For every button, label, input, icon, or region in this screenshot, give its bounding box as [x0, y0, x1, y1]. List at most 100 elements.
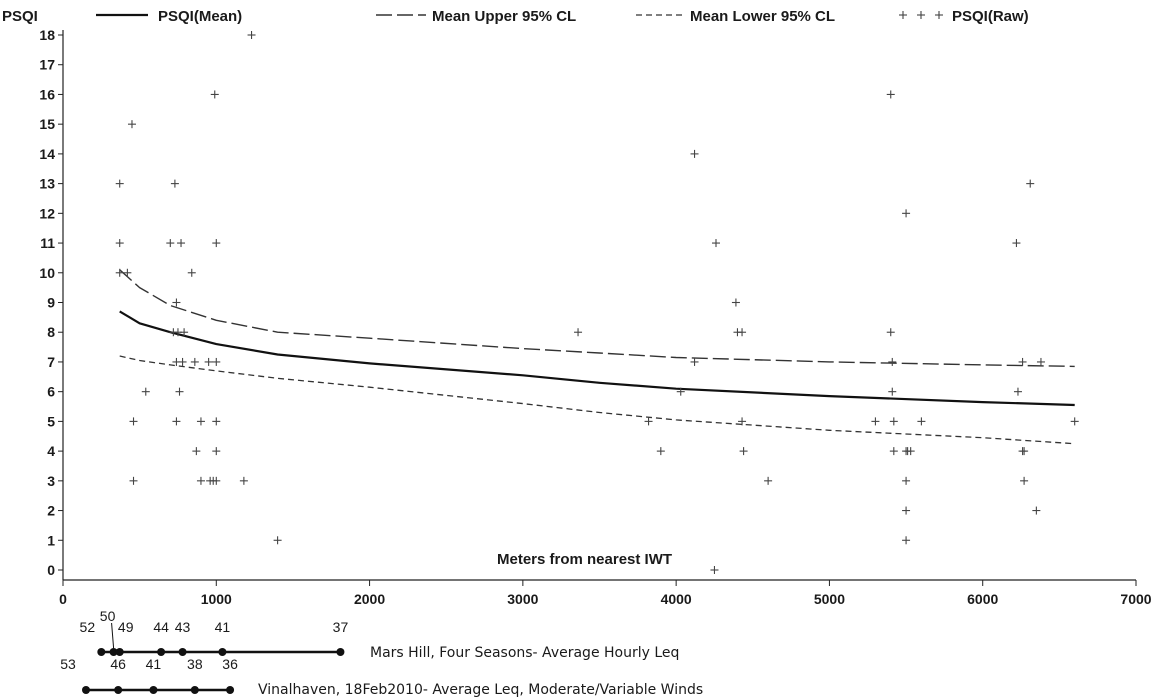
y-tick-label: 12 — [39, 205, 55, 221]
scale-value: 37 — [333, 619, 349, 635]
y-tick-label: 1 — [47, 532, 55, 548]
raw-point — [141, 387, 150, 396]
raw-point — [1020, 476, 1029, 485]
raw-point — [212, 476, 221, 485]
scale-dot — [218, 648, 227, 656]
raw-point — [644, 417, 653, 426]
raw-point — [180, 328, 189, 337]
scale-value: 49 — [118, 619, 134, 635]
raw-point — [690, 149, 699, 158]
y-tick-label: 9 — [47, 295, 55, 311]
raw-point — [889, 447, 898, 456]
raw-point — [1036, 357, 1045, 366]
raw-point — [212, 417, 221, 426]
raw-point — [123, 268, 132, 277]
legend-lower-label: Mean Lower 95% CL — [690, 8, 835, 25]
raw-point — [902, 209, 911, 218]
raw-point — [871, 417, 880, 426]
scale-dot — [81, 686, 90, 694]
raw-point — [192, 447, 201, 456]
scale-dot — [149, 686, 158, 694]
y-tick-label: 7 — [47, 354, 55, 370]
x-tick-label: 7000 — [1120, 591, 1151, 607]
legend-raw-swatch — [899, 11, 943, 19]
raw-point — [1032, 506, 1041, 515]
x-tick-label: 3000 — [507, 591, 538, 607]
raw-point — [273, 536, 282, 545]
legend-upper-label: Mean Upper 95% CL — [432, 8, 576, 25]
scale-value: 53 — [60, 656, 76, 672]
raw-point — [247, 31, 256, 39]
raw-point — [178, 357, 187, 366]
raw-point — [676, 387, 685, 396]
scale-value: 41 — [146, 656, 162, 672]
raw-point — [129, 476, 138, 485]
y-tick-label: 4 — [47, 443, 55, 459]
raw-point — [175, 387, 184, 396]
legend-raw-label: PSQI(Raw) — [952, 8, 1029, 25]
raw-point — [115, 239, 124, 248]
y-tick-label: 11 — [40, 235, 55, 251]
y-tick-label: 13 — [39, 176, 55, 192]
upper-cl-curve — [119, 269, 1075, 368]
scale-dot — [114, 686, 123, 694]
raw-point — [1026, 179, 1035, 188]
y-tick-label: 16 — [39, 86, 55, 102]
scale-value: 52 — [80, 619, 96, 635]
raw-point — [212, 357, 221, 366]
scale-leader — [111, 622, 115, 649]
raw-point — [177, 239, 186, 248]
raw-point — [210, 90, 219, 99]
y-tick-label: 10 — [39, 265, 55, 281]
raw-point — [212, 447, 221, 456]
scale-value: 50 — [100, 608, 116, 624]
scale-value: 41 — [215, 619, 231, 635]
legend-mean-label: PSQI(Mean) — [158, 8, 242, 25]
curves — [119, 269, 1075, 445]
raw-point — [888, 387, 897, 396]
raw-point — [902, 476, 911, 485]
raw-point — [204, 357, 213, 366]
raw-point — [115, 268, 124, 277]
raw-point — [1020, 447, 1029, 456]
raw-point — [187, 268, 196, 277]
y-tick-label: 6 — [47, 384, 55, 400]
raw-point — [129, 417, 138, 426]
scale-dot — [190, 686, 199, 694]
legend: PSQI PSQI(Mean) Mean Upper 95% CL Mean L… — [2, 8, 1029, 25]
raw-point — [739, 447, 748, 456]
x-axis-label: Meters from nearest IWT — [497, 551, 672, 568]
y-tick-label: 14 — [39, 146, 55, 162]
raw-point — [1013, 387, 1022, 396]
scale-value: 38 — [187, 656, 203, 672]
x-tick-label: 1000 — [201, 591, 232, 607]
y-tick-label: 17 — [39, 57, 55, 73]
scale-value: 43 — [175, 619, 191, 635]
raw-point — [906, 447, 915, 456]
raw-point — [115, 179, 124, 188]
raw-point — [917, 417, 926, 426]
scale-dot — [157, 648, 166, 656]
raw-point — [889, 417, 898, 426]
raw-point — [1070, 417, 1079, 426]
raw-point — [1012, 239, 1021, 248]
legend-plus-marker — [899, 11, 907, 19]
raw-point — [190, 357, 199, 366]
raw-point — [196, 476, 205, 485]
y-tick-label: 5 — [47, 413, 55, 429]
x-ticks: 0 1000 2000 3000 4000 5000 6000 7000 — [59, 580, 1152, 607]
y-tick-label: 18 — [39, 27, 55, 43]
raw-point — [127, 120, 136, 129]
raw-point — [888, 357, 897, 366]
x-tick-label: 4000 — [661, 591, 692, 607]
vinalhaven-scale: 53 46 41 38 36 — [60, 656, 238, 694]
y-axis-label: PSQI — [2, 8, 38, 25]
x-tick-label: 0 — [59, 591, 67, 607]
scale-dot — [178, 648, 187, 656]
raw-point — [738, 328, 747, 337]
raw-point — [886, 328, 895, 337]
y-tick-label: 8 — [47, 324, 55, 340]
y-tick-label: 2 — [47, 503, 55, 519]
